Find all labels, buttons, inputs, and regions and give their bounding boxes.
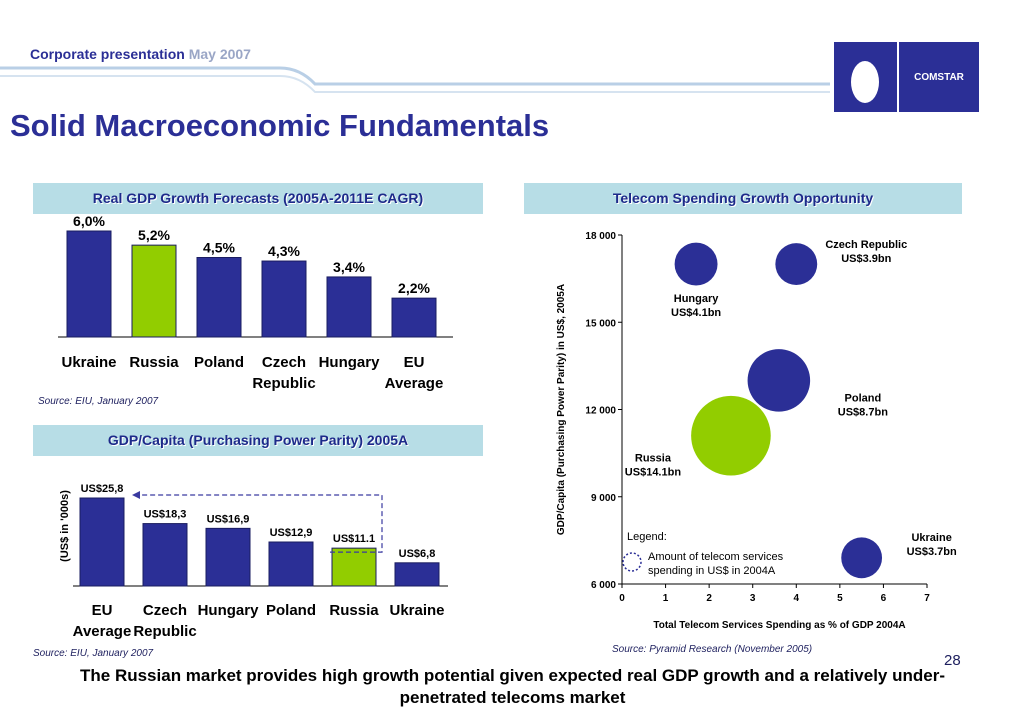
bubble-russia xyxy=(691,395,771,476)
logo-egg-block xyxy=(834,42,897,112)
tick-label-eu-average-line2: Average xyxy=(385,375,444,392)
bubble-label-poland-value: US$8.7bn xyxy=(838,406,888,418)
bubble-ukraine xyxy=(841,537,883,579)
bar-russia xyxy=(131,244,177,338)
gdp-capita-source: Source: EIU, January 2007 xyxy=(33,648,154,659)
gdp-capita-chart: (US$ in '000s) US$25,8 EU Average US$18,3 Cze… xyxy=(59,483,448,640)
telecom-bubble-chart: 6 000 9 000 12 000 15 000 18 000 0 1 2 3 4 5 6 7 Tota… xyxy=(556,231,957,631)
bar-czech-republic xyxy=(261,260,307,338)
data-label-hungary: 3,4% xyxy=(333,259,365,275)
bar-eu-average xyxy=(391,297,437,338)
tick-label-ukraine: Ukraine xyxy=(389,602,444,619)
presentation-header: Corporate presentation May 2007 xyxy=(30,46,251,62)
bubble-label-hungary-value: US$4.1bn xyxy=(671,307,721,319)
data-label-poland: US$12,9 xyxy=(270,527,313,539)
header-label: Corporate presentation xyxy=(30,46,185,62)
tick-label-eu-average: EU xyxy=(404,354,425,371)
tick-label-czech-republic: Czech xyxy=(143,602,187,619)
bubble-label-czech-republic-value: US$3.9bn xyxy=(841,253,891,265)
gdp-growth-chart: 6,0% Ukraine 5,2% Russia 4,5% Poland 4,3% Czech… xyxy=(58,215,453,392)
x-tick-label: 2 xyxy=(706,593,712,604)
bubble-label-hungary-name: Hungary xyxy=(674,293,720,305)
tick-label-eu-average: EU xyxy=(92,602,113,619)
gdp-growth-title: Real GDP Growth Forecasts (2005A-2011E C… xyxy=(33,183,483,214)
bar-poland xyxy=(268,541,314,587)
bubble-czech-republic xyxy=(775,243,818,286)
tick-label-russia: Russia xyxy=(329,602,379,619)
logo-text: COMSTAR xyxy=(914,72,964,83)
data-label-ukraine: 6,0% xyxy=(73,215,105,229)
header-date: May 2007 xyxy=(188,46,251,62)
bubble-label-russia-name: Russia xyxy=(635,453,672,465)
data-label-czech-republic: US$18,3 xyxy=(144,509,187,521)
x-tick-label: 7 xyxy=(924,593,930,604)
bar-poland xyxy=(196,257,242,338)
tick-label-poland: Poland xyxy=(194,354,244,371)
y-axis-label: (US$ in '000s) xyxy=(59,490,71,562)
bar-czech-republic xyxy=(142,523,188,587)
y-tick-label: 18 000 xyxy=(585,231,616,242)
data-label-hungary: US$16,9 xyxy=(207,513,250,525)
legend-text: Amount of telecom services xyxy=(648,551,784,563)
bar-russia xyxy=(331,547,377,587)
bubble-hungary xyxy=(674,242,718,286)
data-label-russia: US$11.1 xyxy=(333,533,375,545)
egg-icon xyxy=(851,61,879,103)
tick-label-hungary: Hungary xyxy=(319,354,381,371)
data-label-czech-republic: 4,3% xyxy=(268,243,300,259)
x-tick-label: 5 xyxy=(837,593,843,604)
x-tick-label: 0 xyxy=(619,593,625,604)
x-axis-label: Total Telecom Services Spending as % of … xyxy=(653,620,905,631)
x-tick-label: 3 xyxy=(750,593,756,604)
bar-eu-average xyxy=(79,497,125,587)
page-title: Solid Macroeconomic Fundamentals xyxy=(10,108,550,143)
telecom-title: Telecom Spending Growth Opportunity xyxy=(524,183,962,214)
tick-label-hungary: Hungary xyxy=(198,602,260,619)
tick-label-czech-republic: Czech xyxy=(262,354,306,371)
logo-text-block: COMSTAR xyxy=(899,42,979,112)
legend-text-line2: spending in US$ in 2004A xyxy=(648,565,776,577)
bubble-label-russia-value: US$14.1bn xyxy=(625,467,682,479)
bar-hungary xyxy=(205,527,251,587)
tick-label-czech-republic-line2: Republic xyxy=(252,375,315,392)
data-label-eu-average: 2,2% xyxy=(398,280,430,296)
bubble-label-poland-name: Poland xyxy=(845,392,882,404)
y-tick-label: 9 000 xyxy=(591,493,616,504)
tick-label-ukraine: Ukraine xyxy=(61,354,116,371)
bubble-label-ukraine-name: Ukraine xyxy=(911,532,951,544)
data-label-ukraine: US$6,8 xyxy=(399,548,436,560)
footer-conclusion: The Russian market provides high growth … xyxy=(80,666,945,707)
tick-label-czech-republic-line2: Republic xyxy=(133,623,196,640)
tick-label-eu-average-line2: Average xyxy=(73,623,132,640)
y-tick-label: 15 000 xyxy=(585,318,616,329)
y-tick-label: 12 000 xyxy=(585,406,616,417)
x-tick-label: 4 xyxy=(794,593,800,604)
page-number: 28 xyxy=(944,652,961,669)
x-tick-label: 1 xyxy=(663,593,669,604)
legend-title: Legend: xyxy=(627,531,667,543)
bar-hungary xyxy=(326,276,372,338)
y-axis-label: GDP/Capita (Purchasing Power Parity) in … xyxy=(556,284,567,535)
comparison-arrow-head xyxy=(132,491,140,499)
data-label-poland: 4,5% xyxy=(203,240,235,256)
tick-label-russia: Russia xyxy=(129,354,179,371)
gdp-growth-source: Source: EIU, January 2007 xyxy=(38,396,159,407)
comparison-arrow-line xyxy=(140,494,383,553)
gdp-capita-title: GDP/Capita (Purchasing Power Parity) 200… xyxy=(33,425,483,456)
legend-bubble-icon xyxy=(622,552,642,572)
x-tick-label: 6 xyxy=(881,593,887,604)
bubble-label-ukraine-value: US$3.7bn xyxy=(907,546,957,558)
bar-ukraine xyxy=(394,562,440,587)
header-swoosh xyxy=(0,66,830,93)
bubble-label-czech-republic-name: Czech Republic xyxy=(825,239,907,251)
telecom-source: Source: Pyramid Research (November 2005) xyxy=(612,644,813,655)
bar-ukraine xyxy=(66,230,112,338)
data-label-russia: 5,2% xyxy=(138,227,170,243)
data-label-eu-average: US$25,8 xyxy=(81,483,124,495)
y-tick-label: 6 000 xyxy=(591,580,616,591)
tick-label-poland: Poland xyxy=(266,602,316,619)
bubble-poland xyxy=(747,349,811,412)
